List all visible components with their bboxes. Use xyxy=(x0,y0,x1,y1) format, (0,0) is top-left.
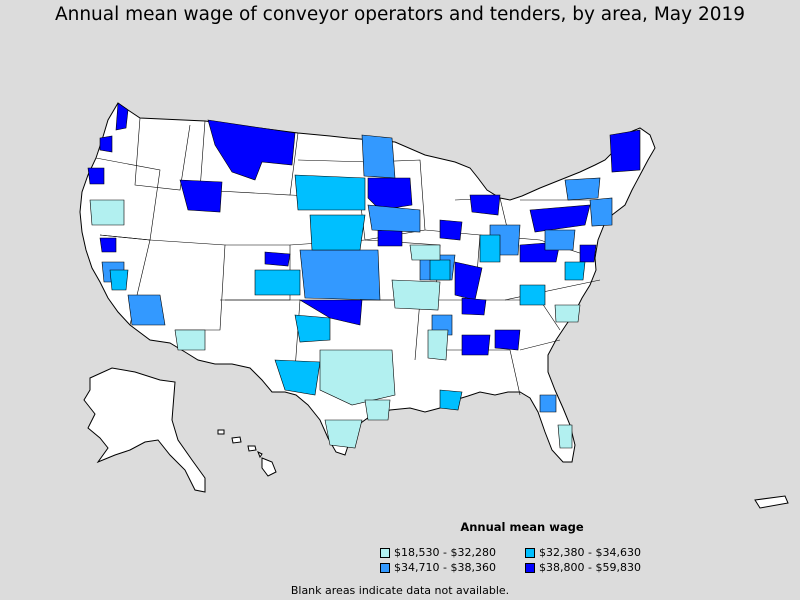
wage-areas-38800-59830 xyxy=(87,102,641,356)
map-title: Annual mean wage of conveyor operators a… xyxy=(54,4,746,25)
legend-item: $18,530 - $32,280 xyxy=(380,546,525,559)
legend-item: $38,800 - $59,830 xyxy=(525,561,670,574)
legend-title: Annual mean wage xyxy=(460,520,584,534)
map-legend: Annual mean wage $18,530 - $32,280 $32,3… xyxy=(380,520,670,574)
footnote: Blank areas indicate data not available. xyxy=(290,584,510,597)
legend-item: $34,710 - $38,360 xyxy=(380,561,525,574)
legend-label: $34,710 - $38,360 xyxy=(394,561,496,574)
legend-label: $18,530 - $32,280 xyxy=(394,546,496,559)
wage-areas-18530-32280 xyxy=(89,199,581,449)
legend-label: $32,380 - $34,630 xyxy=(539,546,641,559)
legend-items: $18,530 - $32,280 $32,380 - $34,630 $34,… xyxy=(380,546,670,574)
legend-swatch xyxy=(380,547,390,558)
legend-swatch xyxy=(525,562,535,573)
puerto-rico xyxy=(754,495,789,509)
legend-label: $38,800 - $59,830 xyxy=(539,561,641,574)
alaska-landmass xyxy=(83,367,206,493)
wage-areas-32380-34630 xyxy=(109,174,586,411)
legend-swatch xyxy=(380,562,390,573)
legend-item: $32,380 - $34,630 xyxy=(525,546,670,559)
legend-swatch xyxy=(525,547,535,558)
hawaii-islands xyxy=(217,429,277,477)
